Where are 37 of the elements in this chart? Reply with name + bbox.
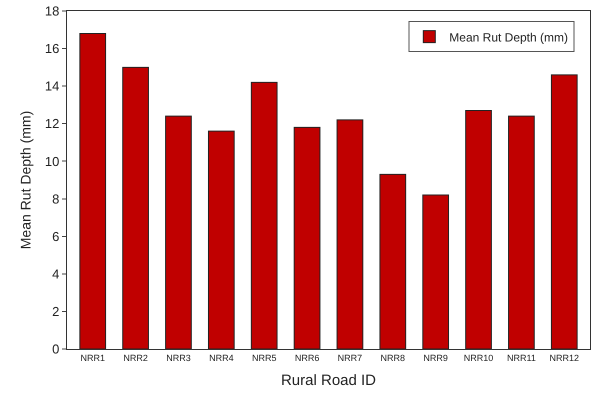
x-tick-label: NRR12 xyxy=(550,352,580,363)
y-tick-label: 0 xyxy=(52,342,60,357)
bar xyxy=(294,126,320,349)
x-axis-title: Rural Road ID xyxy=(280,372,376,389)
bar xyxy=(465,110,492,349)
y-tick-label: 12 xyxy=(44,116,60,132)
x-tick-label: NRR1 xyxy=(80,352,105,363)
legend-label: Mean Rut Depth (mm) xyxy=(449,30,568,44)
y-tick-label: 14 xyxy=(44,78,60,94)
y-tick-label: 2 xyxy=(52,304,60,319)
x-tick-label: NRR7 xyxy=(338,352,362,363)
bar xyxy=(79,33,106,349)
x-tick-label: NRR5 xyxy=(252,352,276,363)
y-tick-label: 16 xyxy=(44,41,60,56)
x-tick-label: NRR11 xyxy=(506,352,536,363)
x-tick-label: NRR9 xyxy=(423,352,448,363)
x-tick-label: NRR3 xyxy=(166,352,191,363)
bar xyxy=(508,116,535,349)
x-tick-label: NRR6 xyxy=(294,352,320,363)
x-tick-label: NRR10 xyxy=(464,352,494,363)
x-tick-label: NRR2 xyxy=(123,352,148,363)
bar xyxy=(165,116,192,349)
y-axis-title: Mean Rut Depth (mm) xyxy=(18,110,34,250)
x-tick-label: NRR4 xyxy=(209,352,234,363)
bar xyxy=(550,74,578,349)
bar xyxy=(422,194,450,349)
y-tick-label: 10 xyxy=(44,154,60,169)
y-tick-label: 18 xyxy=(44,4,60,19)
bar xyxy=(379,174,406,349)
x-tick-label: NRR8 xyxy=(380,352,406,363)
y-tick-label: 6 xyxy=(52,228,60,244)
bar xyxy=(250,82,278,349)
bar xyxy=(336,119,364,349)
y-tick-label: 4 xyxy=(52,266,60,282)
bar xyxy=(208,130,235,349)
y-tick-label: 8 xyxy=(52,191,60,206)
bar xyxy=(122,66,149,349)
